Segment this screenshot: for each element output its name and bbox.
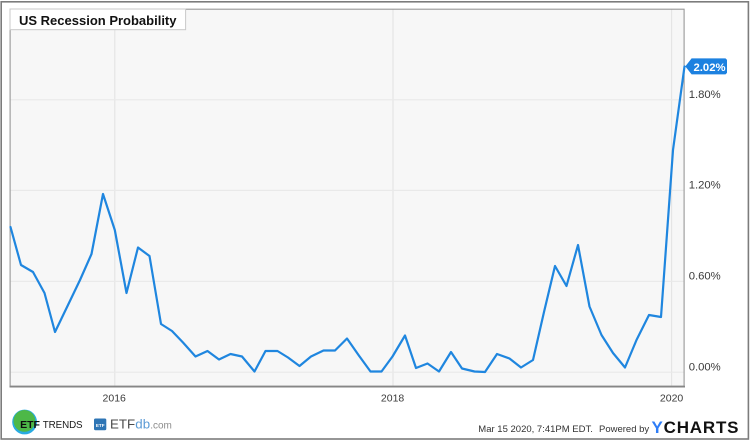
svg-text:2018: 2018 — [381, 393, 405, 405]
svg-text:Powered by: Powered by — [599, 424, 649, 435]
svg-text:ETF: ETF — [110, 416, 135, 431]
svg-text:0.00%: 0.00% — [689, 362, 721, 374]
svg-text:.com: .com — [150, 420, 172, 431]
svg-text:2016: 2016 — [103, 393, 127, 405]
svg-text:0.60%: 0.60% — [689, 271, 721, 283]
svg-text:2020: 2020 — [660, 393, 684, 405]
svg-text:Mar 15 2020, 7:41PM EDT.: Mar 15 2020, 7:41PM EDT. — [478, 424, 593, 435]
svg-text:ETF: ETF — [96, 423, 105, 428]
svg-text:US Recession Probability: US Recession Probability — [19, 13, 177, 28]
svg-text:YCHARTS: YCHARTS — [652, 418, 740, 437]
svg-text:db: db — [135, 416, 150, 431]
svg-text:TRENDS: TRENDS — [43, 420, 83, 431]
svg-text:2.02%: 2.02% — [694, 62, 726, 74]
svg-text:1.80%: 1.80% — [689, 89, 721, 101]
svg-text:ETF: ETF — [20, 419, 40, 431]
svg-text:1.20%: 1.20% — [689, 180, 721, 192]
